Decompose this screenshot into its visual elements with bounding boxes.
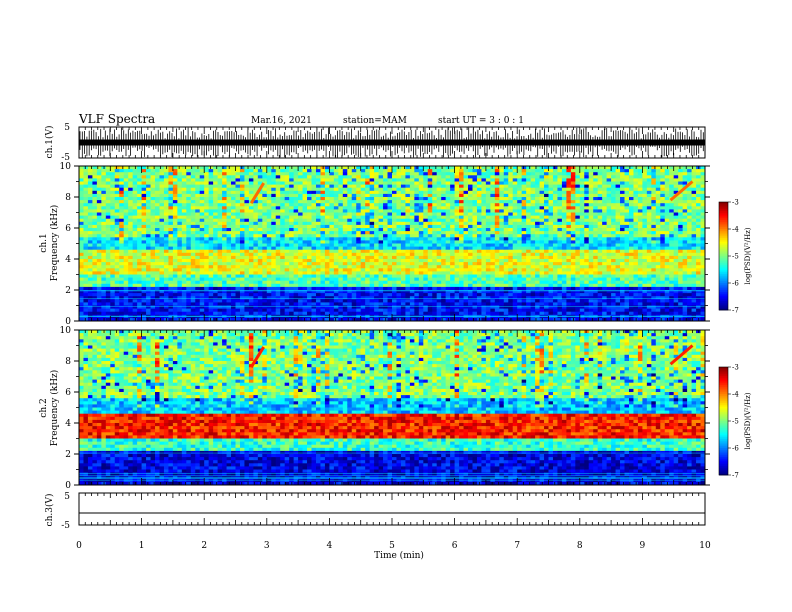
spec-ytick-label: 2 <box>65 286 71 296</box>
x-tick-label: 9 <box>640 541 646 551</box>
colorbar-tick-label: -6 <box>732 445 739 453</box>
start-time-label: start UT = 3 : 0 : 1 <box>438 116 524 126</box>
colorbar-tick-label: -3 <box>732 199 739 207</box>
x-tick-label: 8 <box>577 541 583 551</box>
ch3-ytick-bottom: -5 <box>61 521 70 531</box>
spec-ytick-label: 8 <box>65 193 71 203</box>
figure-title: VLF Spectra <box>78 112 155 126</box>
ch1-ylabel-frequency: Frequency (kHz) <box>49 205 60 282</box>
ch2-ylabel-channel: ch.2 <box>39 398 49 417</box>
colorbar-tick-label: -7 <box>732 472 739 480</box>
ch1-ytick-bottom: -5 <box>61 153 70 163</box>
whistler-trace-1 <box>669 344 694 366</box>
x-tick-label: 1 <box>139 541 145 551</box>
colorbar-tick-label: -4 <box>732 391 739 399</box>
ch2-colorbar: -3 -4 -5 -6 -7 log(PSD)(V²/Hz) <box>718 364 752 480</box>
station-label: station=MAM <box>343 116 407 126</box>
colorbar-tick-label: -5 <box>732 418 739 426</box>
spec-ytick-label: 6 <box>65 388 71 398</box>
ch1-waveform-trace <box>79 127 705 158</box>
colorbar-label: log(PSD)(V²/Hz) <box>744 227 752 284</box>
spec-ytick-label: 0 <box>65 481 71 491</box>
ch2-spectrogram-panel: 0 2 4 6 8 10 ch.2 Frequency (kHz) <box>39 326 710 491</box>
whistler-trace-0 <box>249 346 265 368</box>
ch1-ytick-top: 5 <box>64 123 70 133</box>
spec-ytick-label: 0 <box>65 317 71 327</box>
ch1-ylabel: ch.1(V) <box>44 126 55 159</box>
spec-ytick-label: 10 <box>60 326 72 336</box>
x-tick-label: 10 <box>699 541 711 551</box>
time-ticks <box>78 127 706 525</box>
x-tick-label: 4 <box>327 541 333 551</box>
x-tick-label: 0 <box>76 541 82 551</box>
x-tick-label: 3 <box>264 541 270 551</box>
spec-ytick-label: 8 <box>65 357 71 367</box>
x-tick-label: 2 <box>201 541 207 551</box>
ch1-waveform-panel: 5 -5 ch.1(V) <box>44 123 706 163</box>
colorbar-tick-label: -6 <box>732 280 739 288</box>
colorbar-label: log(PSD)(V²/Hz) <box>744 392 752 449</box>
whistler-trace-0 <box>249 182 265 204</box>
ch2-ylabel-frequency: Frequency (kHz) <box>49 370 60 447</box>
whistler-trace-1 <box>669 180 694 202</box>
date-label: Mar.16, 2021 <box>251 116 312 126</box>
colorbar-tick-label: -4 <box>732 226 739 234</box>
ch1-ylabel-channel: ch.1 <box>39 233 49 252</box>
x-tick-labels: 0 1 2 3 4 5 6 7 8 9 10 <box>76 541 711 551</box>
colorbar-tick-label: -3 <box>732 364 739 372</box>
ch3-ylabel: ch.3(V) <box>44 494 55 527</box>
x-axis-label: Time (min) <box>374 550 424 561</box>
spec-ytick-label: 6 <box>65 224 71 234</box>
spec-ytick-label: 4 <box>65 419 71 429</box>
ch2-spectrogram-image <box>79 330 706 486</box>
spec-ytick-label: 10 <box>60 162 72 172</box>
ch1-colorbar: -3 -4 -5 -6 -7 log(PSD)(V²/Hz) <box>718 199 752 315</box>
ch1-spectrogram-image <box>79 166 706 322</box>
ch1-waveform-core <box>79 139 705 146</box>
x-tick-label: 6 <box>452 541 458 551</box>
ch3-ytick-top: 5 <box>64 492 70 502</box>
ch1-spectrogram-panel: 0 2 4 6 8 10 ch.1 Frequency (kHz) <box>39 162 710 327</box>
x-tick-label: 5 <box>389 541 395 551</box>
colorbar-tick-label: -7 <box>732 307 739 315</box>
ch3-waveform-panel: 5 -5 ch.3(V) <box>44 492 706 531</box>
x-tick-label: 7 <box>514 541 520 551</box>
colorbar-tick-label: -5 <box>732 253 739 261</box>
spec-ytick-label: 2 <box>65 450 71 460</box>
spec-ytick-label: 4 <box>65 255 71 265</box>
